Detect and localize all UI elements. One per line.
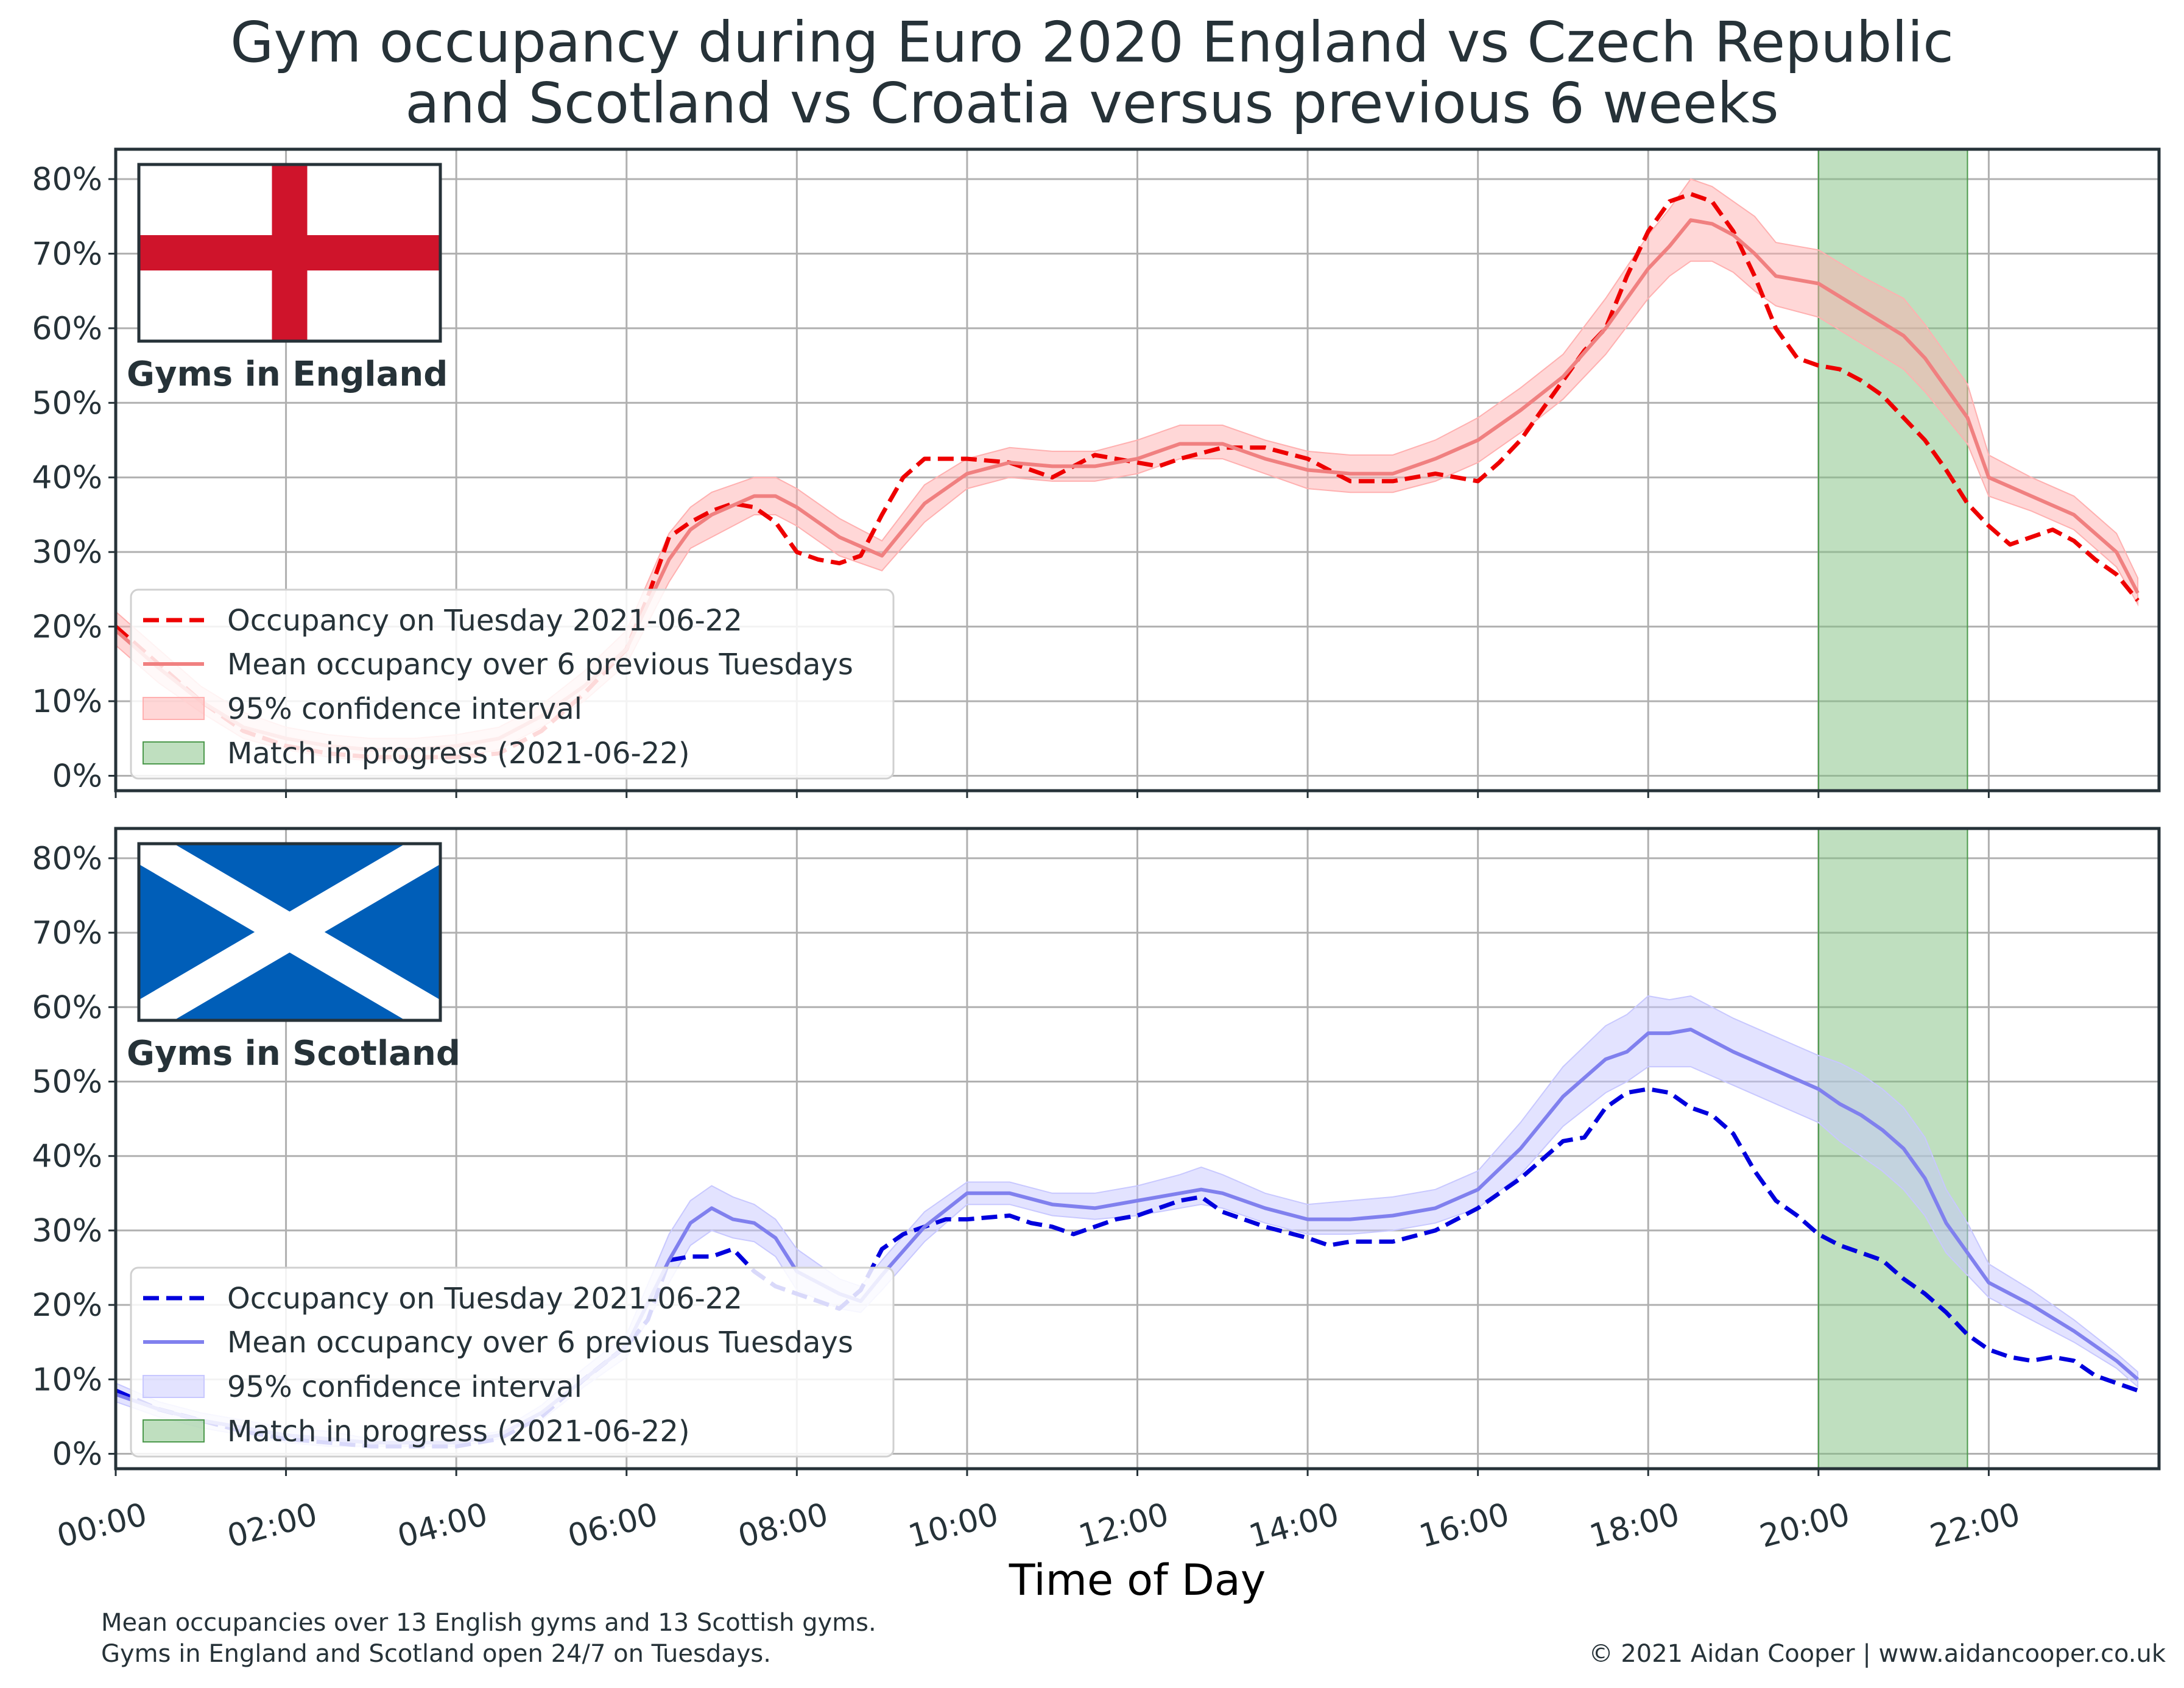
- x-tick-label: 00:00: [53, 1496, 150, 1555]
- legend-label: Mean occupancy over 6 previous Tuesdays: [227, 648, 853, 682]
- y-tick-label: 30%: [32, 534, 102, 571]
- legend: Occupancy on Tuesday 2021-06-22 Mean occu…: [130, 588, 895, 780]
- y-tick-label: 60%: [32, 989, 102, 1026]
- legend-label: Occupancy on Tuesday 2021-06-22: [227, 1282, 742, 1316]
- legend-swatch-match: [143, 741, 205, 765]
- flag-saltire-stroke: [139, 844, 440, 1020]
- x-tick-label: 16:00: [1415, 1496, 1513, 1555]
- legend-label: Occupancy on Tuesday 2021-06-22: [227, 604, 742, 638]
- y-tick-label: 60%: [32, 311, 102, 347]
- flag-saltire: [139, 844, 440, 1020]
- legend-swatch-ci: [143, 1375, 205, 1398]
- legend: Occupancy on Tuesday 2021-06-22 Mean occu…: [130, 1266, 895, 1458]
- panel-scotland: 0% 10% 20% 30% 40% 50% 60% 70% 80% 00:00 02:00 04:0…: [32, 827, 2161, 1605]
- y-tick-label: 10%: [32, 683, 102, 720]
- match-in-progress-span: [1817, 149, 1968, 791]
- y-tick-label: 50%: [32, 385, 102, 422]
- footnote-line-1: Mean occupancies over 13 English gyms an…: [101, 1609, 876, 1637]
- legend-label: Match in progress (2021-06-22): [227, 736, 690, 771]
- england-flag: [137, 163, 442, 343]
- plot-area: [116, 828, 2140, 1469]
- x-tick-label: 06:00: [564, 1496, 661, 1555]
- chart-title-line-1: Gym occupancy during Euro 2020 England v…: [230, 10, 1954, 75]
- x-tick-label: 14:00: [1245, 1496, 1343, 1555]
- y-tick-label: 20%: [32, 1287, 102, 1324]
- legend-label: 95% confidence interval: [227, 692, 582, 726]
- x-tick-label: 08:00: [734, 1496, 832, 1555]
- chart-title-line-2: and Scotland vs Croatia versus previous …: [405, 71, 1779, 136]
- legend-label: Mean occupancy over 6 previous Tuesdays: [227, 1326, 853, 1360]
- x-tick-label: 12:00: [1075, 1496, 1172, 1555]
- series-line-tuesday-2021-06-22: [116, 192, 2140, 760]
- legend-label: 95% confidence interval: [227, 1370, 582, 1404]
- y-tick-label: 20%: [32, 609, 102, 646]
- confidence-interval-band: [116, 178, 2139, 761]
- y-tick-label: 40%: [32, 460, 102, 496]
- y-tick-label: 30%: [32, 1213, 102, 1249]
- y-tick-label: 0%: [52, 758, 103, 795]
- x-tick-label: 02:00: [224, 1496, 321, 1555]
- footnote-line-2: Gyms in England and Scotland open 24/7 o…: [101, 1640, 771, 1668]
- x-tick-label: 04:00: [394, 1496, 491, 1555]
- y-tick-label: 80%: [32, 161, 102, 198]
- y-tick-label: 40%: [32, 1139, 102, 1175]
- scotland-flag: [137, 842, 442, 1022]
- panel-label: Gyms in England: [127, 355, 448, 394]
- flag-cross-horizontal: [139, 235, 440, 270]
- legend-label: Match in progress (2021-06-22): [227, 1414, 690, 1449]
- y-tick-label: 70%: [32, 236, 102, 272]
- x-tick-label: 18:00: [1586, 1496, 1683, 1555]
- panel-label: Gyms in Scotland: [127, 1034, 460, 1073]
- legend-box: [130, 588, 895, 780]
- legend-box: [130, 1266, 895, 1458]
- y-tick-label: 0%: [52, 1436, 103, 1473]
- x-tick-label: 22:00: [1926, 1496, 2024, 1555]
- flag-border: [137, 163, 442, 343]
- panel-england: 0% 10% 20% 30% 40% 50% 60% 70% 80% Gyms in Englan…: [32, 147, 2161, 798]
- flag-border: [137, 842, 442, 1022]
- credit-text: © 2021 Aidan Cooper | www.aidancooper.co…: [1588, 1640, 2166, 1668]
- x-tick-label: 20:00: [1756, 1496, 1853, 1555]
- legend-swatch-ci: [143, 697, 205, 720]
- y-tick-label: 80%: [32, 841, 102, 877]
- y-tick-label: 10%: [32, 1361, 102, 1398]
- x-axis-label: Time of Day: [1009, 1555, 1266, 1605]
- x-tick-label: 10:00: [904, 1496, 1002, 1555]
- legend-swatch-match: [143, 1419, 205, 1443]
- y-tick-label: 50%: [32, 1064, 102, 1101]
- y-tick-label: 70%: [32, 915, 102, 952]
